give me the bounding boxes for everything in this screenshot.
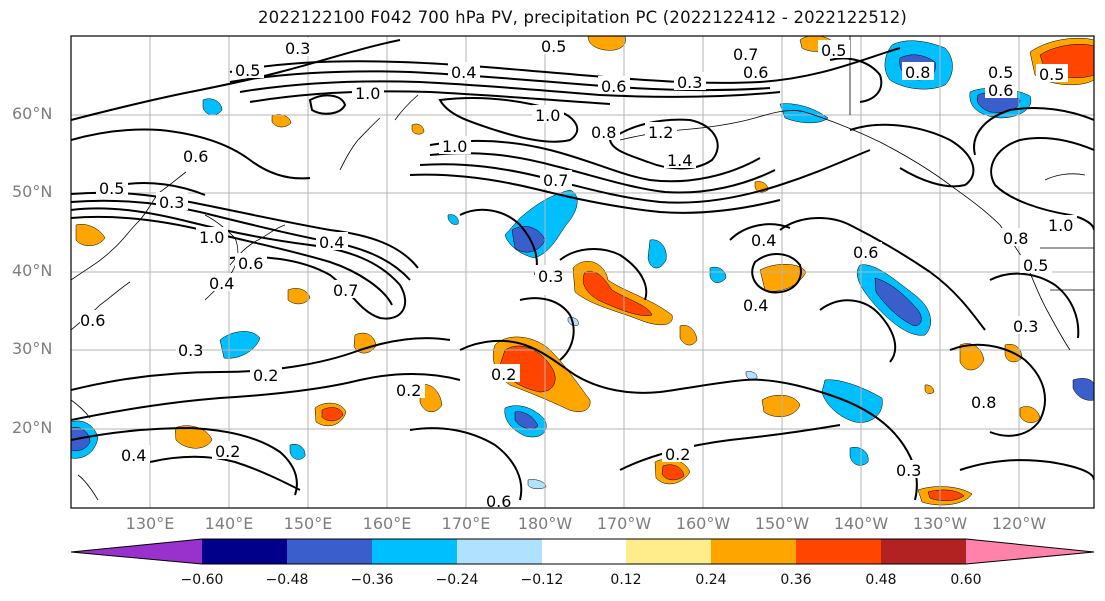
contour-label: 0.6 (988, 81, 1013, 100)
lon-label: 160°W (675, 514, 731, 533)
contour-label: 1.2 (648, 123, 673, 142)
contour-label: 0.5 (821, 41, 846, 60)
contour-label: 0.8 (905, 63, 930, 82)
contour-label: 0.5 (235, 61, 260, 80)
colorbar-extend-low (71, 539, 202, 564)
colorbar-segment (626, 539, 711, 564)
contour-label: 0.3 (178, 341, 203, 360)
lon-label: 150°W (754, 514, 810, 533)
colorbar-tick-label: −0.36 (350, 572, 394, 588)
colorbar-segment (202, 539, 287, 564)
contour-label: 0.4 (451, 63, 476, 82)
colorbar-segment (881, 539, 966, 564)
contour-label: 0.7 (543, 171, 568, 190)
lat-label: 40°N (12, 261, 53, 280)
contour-label: 0.4 (751, 231, 776, 250)
contour-label: 0.3 (538, 267, 563, 286)
contour-label: 0.4 (209, 274, 234, 293)
precipitation-shading (71, 36, 1094, 506)
lat-label: 50°N (12, 182, 53, 201)
contour-label: 0.6 (238, 254, 263, 273)
contour-label: 0.3 (285, 39, 310, 58)
contour-label: 0.5 (988, 63, 1013, 82)
contour-label: 1.0 (355, 84, 380, 103)
lon-label: 150°E (283, 514, 333, 533)
contour-label: 0.2 (491, 365, 516, 384)
lon-label: 120°W (991, 514, 1047, 533)
contour-label: 0.8 (1003, 229, 1028, 248)
contour-label: 0.6 (80, 311, 105, 330)
contour-label: 0.2 (215, 442, 240, 461)
contour-label: 0.3 (896, 461, 921, 480)
colorbar-segment (711, 539, 796, 564)
contour-label: 0.6 (853, 243, 878, 262)
colorbar-tick-label: 0.48 (865, 572, 897, 588)
lon-label: 160°E (362, 514, 412, 533)
contour-label: 0.7 (333, 281, 358, 300)
lon-label: 170°E (441, 514, 491, 533)
lon-label: 170°W (596, 514, 652, 533)
colorbar-segment (372, 539, 457, 564)
contour-label: 0.5 (1039, 65, 1064, 84)
lat-label: 20°N (12, 418, 53, 437)
colorbar-tick-label: −0.12 (520, 572, 564, 588)
map-title: 2022122100 F042 700 hPa PV, precipitatio… (257, 8, 908, 27)
contour-label: 0.6 (486, 492, 511, 511)
colorbar-tick-label: 0.12 (610, 572, 642, 588)
contour-label: 0.7 (733, 45, 758, 64)
lon-label: 130°W (912, 514, 968, 533)
contour-label: 0.5 (99, 179, 124, 198)
colorbar-segment (287, 539, 372, 564)
contour-label: 0.2 (396, 381, 421, 400)
colorbar-segment (457, 539, 542, 564)
contour-label: 0.3 (159, 193, 184, 212)
lon-label: 130°E (125, 514, 175, 533)
map-frame (70, 35, 1095, 509)
contour-labels: 0.3 0.5 0.4 0.5 0.7 0.6 0.5 1.0 0.6 0.3 … (80, 36, 1077, 511)
contour-label: 0.6 (601, 77, 626, 96)
graticule (71, 36, 1094, 508)
contour-label: 0.4 (319, 233, 344, 252)
contour-label: 1.0 (1048, 216, 1073, 235)
lat-label: 30°N (12, 339, 53, 358)
contour-label: 1.0 (442, 137, 467, 156)
contour-label: 1.0 (535, 106, 560, 125)
contour-label: 1.4 (667, 151, 692, 170)
lon-label: 180°W (517, 514, 573, 533)
contour-label: 0.6 (743, 63, 768, 82)
colorbar-tick-label: −0.48 (265, 572, 309, 588)
colorbar-segment (542, 539, 626, 564)
colorbar (70, 538, 1095, 565)
contour-label: 0.3 (677, 73, 702, 92)
coastlines (71, 36, 1094, 501)
contour-label: 0.5 (1023, 256, 1048, 275)
colorbar-tick-label: −0.60 (180, 572, 224, 588)
colorbar-tick-label: 0.24 (695, 572, 727, 588)
contour-label: 0.6 (183, 147, 208, 166)
contour-label: 0.5 (541, 37, 566, 56)
lon-label: 140°E (204, 514, 254, 533)
contour-label: 0.8 (971, 393, 996, 412)
contour-label: 0.4 (121, 446, 146, 465)
colorbar-tick-label: −0.24 (435, 572, 479, 588)
lon-label: 140°W (833, 514, 889, 533)
colorbar-tick-label: 0.36 (780, 572, 812, 588)
contour-label: 0.2 (253, 366, 278, 385)
contour-label: 0.2 (665, 445, 690, 464)
contour-label: 0.3 (1013, 317, 1038, 336)
lat-label: 60°N (12, 104, 53, 123)
contour-label: 1.0 (199, 228, 224, 247)
colorbar-extend-high (966, 539, 1094, 564)
contour-label: 0.8 (591, 123, 616, 142)
colorbar-segment (796, 539, 881, 564)
contour-label: 0.4 (743, 296, 768, 315)
colorbar-tick-label: 0.60 (950, 572, 982, 588)
